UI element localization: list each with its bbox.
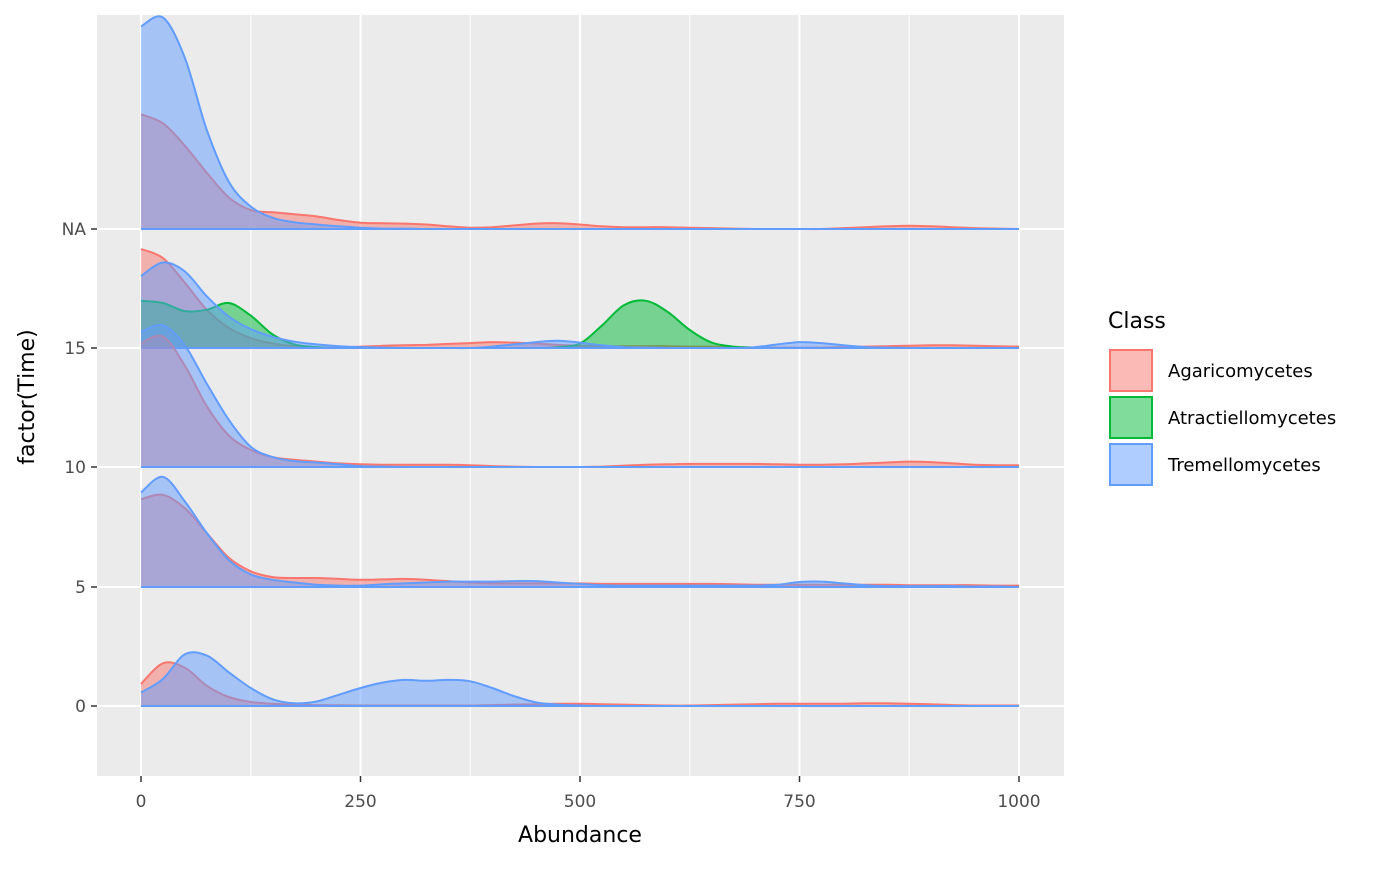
x-tick-label: 0	[136, 792, 147, 812]
x-axis-title: Abundance	[518, 823, 642, 848]
legend-label-atractiellomycetes: Atractiellomycetes	[1168, 408, 1336, 429]
legend-label-tremellomycetes: Tremellomycetes	[1167, 455, 1321, 476]
ridge-area-tremellomycetes-15	[141, 262, 1019, 349]
legend-key-agaricomycetes	[1109, 349, 1153, 392]
x-tick-label: 1000	[997, 792, 1040, 812]
y-axis-title: factor(Time)	[15, 329, 40, 464]
ridge-tremellomycetes-5	[140, 475, 1020, 588]
legend-title: Class	[1108, 309, 1166, 334]
ridge-tremellomycetes-15	[140, 261, 1019, 350]
y-tick-label: 5	[75, 578, 86, 598]
ridge-area-tremellomycetes-10	[141, 324, 1019, 468]
x-tick-label: 250	[344, 792, 376, 812]
ridge-tremellomycetes-10	[140, 323, 1019, 469]
ridge-area-tremellomycetes-0	[141, 652, 1019, 707]
ridge-line-agaricomycetes-na	[140, 113, 1020, 231]
ridge-area-tremellomycetes-5	[141, 476, 1019, 587]
y-tick-label: 0	[75, 697, 86, 717]
density-ridges	[140, 15, 1020, 708]
legend-key-tremellomycetes	[1109, 443, 1153, 486]
legend-key-atractiellomycetes	[1109, 396, 1153, 439]
ridge-tremellomycetes-na	[140, 15, 1019, 231]
x-tick-label: 750	[783, 792, 815, 812]
legend-label-agaricomycetes: Agaricomycetes	[1168, 361, 1313, 382]
ridge-area-tremellomycetes-na	[141, 16, 1019, 230]
y-tick-label: NA	[62, 220, 87, 240]
ridge-tremellomycetes-0	[140, 651, 1019, 708]
ridge-line-tremellomycetes-5	[140, 475, 1020, 588]
y-axis: 0 5 10 15 NA	[62, 220, 97, 717]
y-tick-label: 15	[64, 339, 86, 359]
x-axis: 0 250 500 750 1000	[136, 776, 1041, 812]
y-tick-label: 10	[64, 458, 86, 478]
x-tick-label: 500	[564, 792, 596, 812]
legend: Class Agaricomycetes Atractiellomycetes Tr…	[1108, 309, 1336, 486]
